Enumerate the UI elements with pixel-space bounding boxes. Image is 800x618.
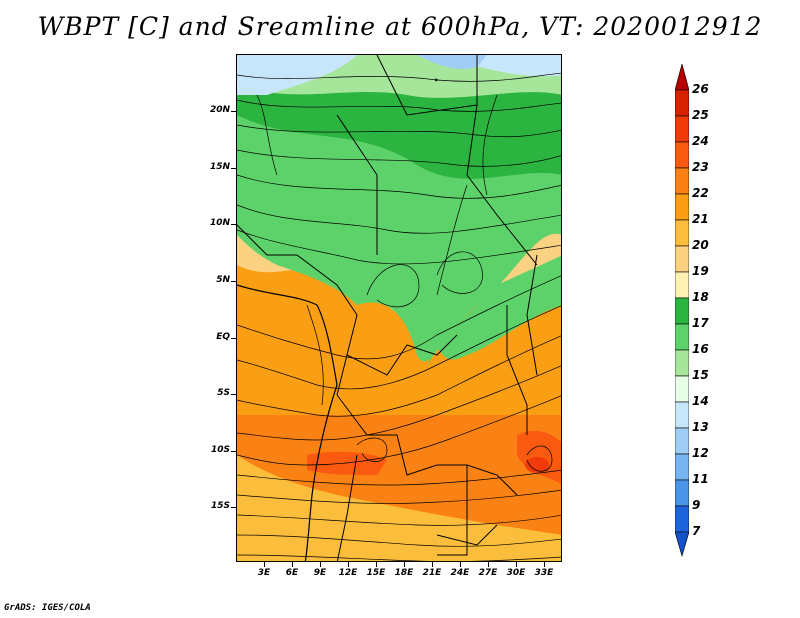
lon-tick — [460, 562, 461, 567]
lat-tick — [231, 451, 236, 452]
lon-label: 6E — [285, 568, 299, 578]
lon-tick — [516, 562, 517, 567]
lat-tick — [231, 281, 236, 282]
lon-label: 30E — [506, 568, 526, 578]
chart-title: WBPT [C] and Sreamline at 600hPa, VT: 20… — [37, 12, 763, 41]
colorbar-level-label: 7 — [692, 524, 701, 538]
colorbar-level-label: 15 — [692, 368, 709, 382]
colorbar-segment — [675, 401, 689, 429]
streamlines — [237, 72, 561, 561]
grads-credit: GrADS: IGES/COLA — [4, 603, 91, 613]
lon-tick — [488, 562, 489, 567]
lat-label: 10S — [210, 445, 230, 455]
colorbar-segment — [675, 427, 689, 455]
lat-label: 5S — [217, 388, 230, 398]
lat-label: 10N — [209, 218, 230, 228]
colorbar-segment — [675, 219, 689, 247]
colorbar-segment — [675, 349, 689, 377]
colorbar-level-label: 22 — [692, 186, 709, 200]
wbpt-field-14 — [237, 55, 357, 95]
lon-tick — [432, 562, 433, 567]
colorbar-level-label: 25 — [692, 108, 709, 122]
colorbar-level-label: 21 — [692, 212, 709, 226]
colorbar-level-label: 13 — [692, 420, 709, 434]
lon-label: 9E — [313, 568, 327, 578]
colorbar-segment — [675, 453, 689, 481]
colorbar-level-label: 14 — [692, 394, 709, 408]
colorbar-segment — [675, 375, 689, 403]
colorbar-segment — [675, 271, 689, 299]
colorbar-segment — [675, 141, 689, 169]
lon-label: 21E — [422, 568, 442, 578]
lon-label: 24E — [450, 568, 470, 578]
colorbar-level-label: 19 — [692, 264, 709, 278]
lat-label: 20N — [209, 105, 230, 115]
colorbar-segment — [675, 531, 689, 558]
colorbar-segment — [675, 479, 689, 507]
colorbar-level-label: 20 — [692, 238, 709, 252]
lon-tick — [264, 562, 265, 567]
colorbar-level-label: 12 — [692, 446, 709, 460]
lon-label: 15E — [366, 568, 386, 578]
lon-label: 33E — [534, 568, 554, 578]
lat-tick — [231, 111, 236, 112]
country-borders — [237, 55, 538, 561]
colorbar — [675, 64, 689, 558]
colorbar-level-label: 9 — [692, 498, 701, 512]
colorbar-segment — [675, 323, 689, 351]
lat-tick — [231, 224, 236, 225]
colorbar-level-label: 23 — [692, 160, 709, 174]
lon-tick — [404, 562, 405, 567]
lon-tick — [376, 562, 377, 567]
colorbar-level-label: 18 — [692, 290, 709, 304]
colorbar-segment — [675, 64, 689, 91]
colorbar-segment — [675, 245, 689, 273]
colorbar-level-label: 17 — [692, 316, 709, 330]
wbpt-streamline-map — [237, 55, 561, 561]
lat-label: 5N — [216, 275, 230, 285]
colorbar-segment — [675, 115, 689, 143]
map-panel — [236, 54, 562, 562]
lat-tick — [231, 338, 236, 339]
lat-tick — [231, 507, 236, 508]
colorbar-segment — [675, 89, 689, 117]
lat-tick — [231, 168, 236, 169]
lon-label: 3E — [257, 568, 271, 578]
colorbar-level-label: 16 — [692, 342, 709, 356]
colorbar-segment — [675, 193, 689, 221]
coastline — [237, 284, 338, 561]
colorbar-level-label: 26 — [692, 82, 709, 96]
colorbar-segment — [675, 297, 689, 325]
lat-label: 15S — [210, 501, 230, 511]
lat-label: 15N — [209, 162, 230, 172]
colorbar-segment — [675, 167, 689, 195]
lon-label: 12E — [338, 568, 358, 578]
lon-tick — [320, 562, 321, 567]
lon-label: 27E — [478, 568, 498, 578]
lon-tick — [292, 562, 293, 567]
lon-tick — [544, 562, 545, 567]
lat-tick — [231, 394, 236, 395]
colorbar-segment — [675, 505, 689, 533]
colorbar-level-label: 11 — [692, 472, 709, 486]
lat-label: EQ — [216, 332, 230, 342]
lon-label: 18E — [394, 568, 414, 578]
lon-tick — [348, 562, 349, 567]
colorbar-level-label: 24 — [692, 134, 709, 148]
